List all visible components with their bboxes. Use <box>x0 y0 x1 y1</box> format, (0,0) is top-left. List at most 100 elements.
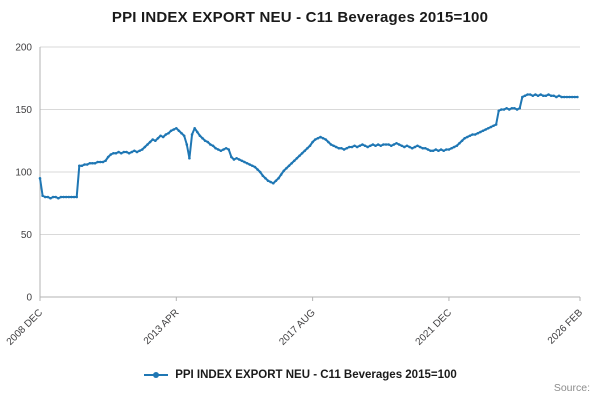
data-point <box>308 144 312 148</box>
data-point <box>59 195 63 199</box>
x-tick-label: 2026 FEB <box>546 307 585 346</box>
data-point <box>366 145 369 149</box>
data-point <box>106 155 110 159</box>
data-point <box>348 145 351 149</box>
data-point <box>190 133 194 136</box>
data-point <box>285 166 288 170</box>
data-point <box>536 94 540 98</box>
data-point <box>203 139 207 143</box>
data-point <box>195 130 199 134</box>
data-point <box>222 148 225 151</box>
axis-lines <box>39 47 580 298</box>
data-point <box>521 95 524 99</box>
source-label: Source: <box>553 382 590 394</box>
data-point <box>350 145 354 149</box>
data-point <box>426 148 430 151</box>
data-point <box>156 136 160 140</box>
data-point <box>78 164 81 168</box>
data-point <box>570 95 574 99</box>
data-point <box>41 194 44 198</box>
data-point <box>497 109 501 113</box>
data-point <box>337 146 341 150</box>
data-point <box>403 145 406 149</box>
y-tick-label: 0 <box>26 293 32 304</box>
data-point <box>445 148 448 151</box>
data-point <box>216 148 220 151</box>
data-point <box>476 131 480 135</box>
data-point <box>169 129 173 133</box>
data-point <box>523 94 527 98</box>
data-point <box>180 131 183 135</box>
data-point <box>397 143 401 146</box>
data-point <box>421 146 425 150</box>
data-point <box>534 93 537 96</box>
data-point <box>384 143 388 146</box>
data-point <box>408 145 411 149</box>
data-point <box>358 144 362 148</box>
data-point <box>298 154 301 158</box>
data-point <box>161 135 165 139</box>
data-point <box>437 149 440 153</box>
data-point <box>287 164 291 168</box>
data-point <box>62 195 65 199</box>
data-point <box>329 143 333 146</box>
data-point <box>211 144 215 148</box>
data-point <box>114 151 118 155</box>
data-point <box>321 136 325 140</box>
data-point <box>395 141 398 145</box>
data-point <box>67 195 71 199</box>
data-point <box>481 129 485 133</box>
x-tick-label: 2008 DEC <box>5 307 45 347</box>
data-point <box>313 138 317 141</box>
data-point <box>206 140 210 144</box>
data-point <box>332 144 335 148</box>
data-point <box>224 146 228 150</box>
data-point <box>316 136 320 140</box>
data-point <box>528 93 532 96</box>
data-point <box>214 146 217 150</box>
data-point <box>447 148 451 151</box>
data-point <box>555 95 558 99</box>
data-point <box>379 144 383 148</box>
data-point <box>261 174 265 178</box>
data-point <box>98 160 102 164</box>
data-point <box>80 164 84 168</box>
data-point <box>552 94 556 98</box>
chart-legend[interactable]: PPI INDEX EXPORT NEU - C11 Beverages 201… <box>0 369 600 381</box>
data-point <box>175 126 178 130</box>
data-point <box>418 145 422 149</box>
data-point <box>151 138 155 141</box>
data-point <box>251 164 254 168</box>
data-point <box>565 95 569 99</box>
data-point <box>230 155 233 159</box>
data-point <box>104 159 107 163</box>
data-point <box>248 163 252 166</box>
data-point <box>502 108 506 111</box>
data-point <box>300 151 304 155</box>
data-point <box>93 161 97 165</box>
data-point <box>340 146 343 150</box>
data-point <box>240 159 244 163</box>
data-point <box>479 130 482 134</box>
data-point <box>531 94 535 98</box>
y-axis-labels: 0 50 100 150 200 <box>15 43 32 304</box>
data-point <box>54 195 58 199</box>
data-point <box>154 139 157 143</box>
data-point <box>345 146 349 150</box>
data-point <box>264 176 267 180</box>
data-point <box>138 149 141 153</box>
data-point <box>188 156 191 160</box>
data-point <box>410 146 414 150</box>
data-point <box>513 106 516 110</box>
data-point <box>424 146 427 150</box>
data-point <box>319 135 322 139</box>
data-point <box>450 146 453 150</box>
data-point <box>368 144 372 148</box>
data-point <box>382 143 385 146</box>
data-point <box>237 158 241 161</box>
data-point <box>573 95 577 99</box>
data-point <box>353 144 356 148</box>
y-tick-label: 50 <box>21 230 33 241</box>
data-point <box>442 149 445 153</box>
data-point <box>272 181 275 185</box>
